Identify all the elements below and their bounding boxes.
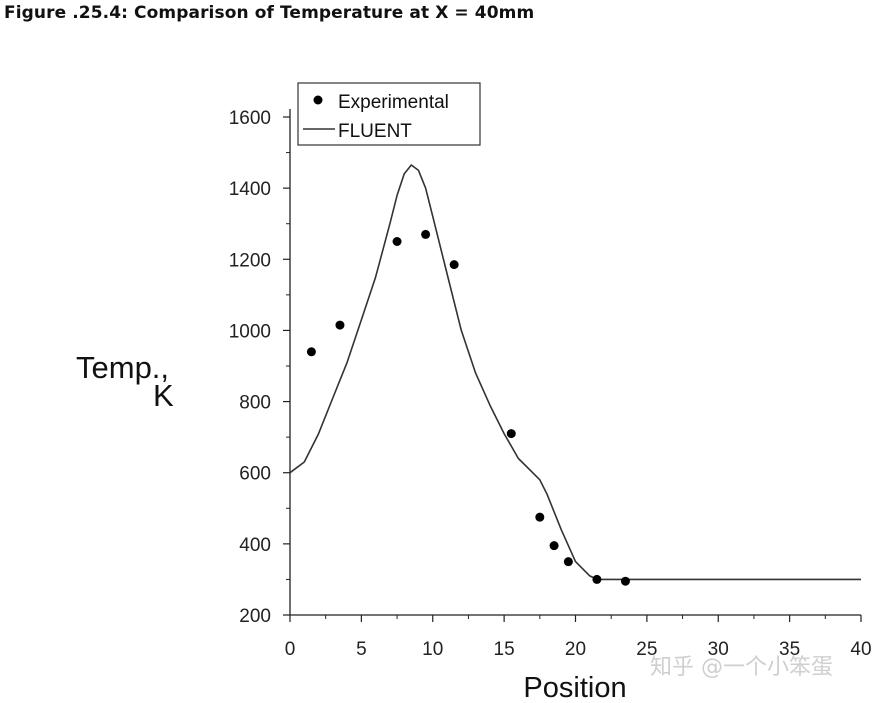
- y-axis-title: Temp.,: [76, 350, 169, 385]
- experimental-point: [549, 541, 559, 551]
- experimental-point: [335, 320, 345, 330]
- y-tick-label: 400: [239, 535, 271, 556]
- figure-caption: Figure .25.4: Comparison of Temperature …: [4, 3, 535, 23]
- y-tick-label: 800: [239, 393, 271, 414]
- x-tick-label: 15: [494, 639, 515, 660]
- x-tick-label: 0: [285, 639, 296, 660]
- legend-label-experimental: Experimental: [338, 92, 449, 113]
- y-tick-label: 1600: [229, 108, 271, 129]
- y-axis-unit: K: [153, 378, 174, 413]
- experimental-point: [535, 512, 545, 522]
- experimental-point: [421, 229, 431, 239]
- x-tick-label: 40: [850, 639, 871, 660]
- y-tick-label: 1000: [229, 321, 271, 342]
- chart-legend: Experimental FLUENT: [297, 82, 481, 146]
- y-tick-label: 1200: [229, 250, 271, 271]
- legend-label-fluent: FLUENT: [338, 121, 412, 142]
- experimental-point: [563, 557, 573, 567]
- experimental-point: [620, 576, 630, 586]
- fluent-series: [289, 164, 861, 581]
- y-tick-label: 1400: [229, 179, 271, 200]
- x-tick-label: 5: [356, 639, 367, 660]
- chart-axes: [289, 109, 861, 616]
- x-tick-label: 35: [779, 639, 800, 660]
- x-axis-title: Position: [523, 672, 626, 703]
- experimental-point: [592, 574, 602, 584]
- experimental-point: [506, 429, 516, 439]
- chart-ticks: 200 400 600 800 1000 1200 1400 1600 0 5 10 15 20 25 30…: [229, 108, 872, 660]
- y-tick-label: 200: [239, 606, 271, 627]
- fluent-line: [289, 164, 861, 581]
- x-tick-label: 20: [565, 639, 586, 660]
- legend-box: [297, 82, 481, 146]
- x-tick-label: 10: [422, 639, 443, 660]
- legend-marker-experimental: [313, 95, 323, 105]
- watermark-text: 知乎 @一个小笨蛋: [650, 655, 833, 680]
- y-tick-label: 600: [239, 464, 271, 485]
- experimental-point: [392, 237, 402, 246]
- experimental-series: [306, 229, 630, 586]
- experimental-point: [306, 347, 316, 357]
- experimental-point: [449, 260, 459, 270]
- x-tick-label: 30: [708, 639, 729, 660]
- x-tick-label: 25: [636, 639, 657, 660]
